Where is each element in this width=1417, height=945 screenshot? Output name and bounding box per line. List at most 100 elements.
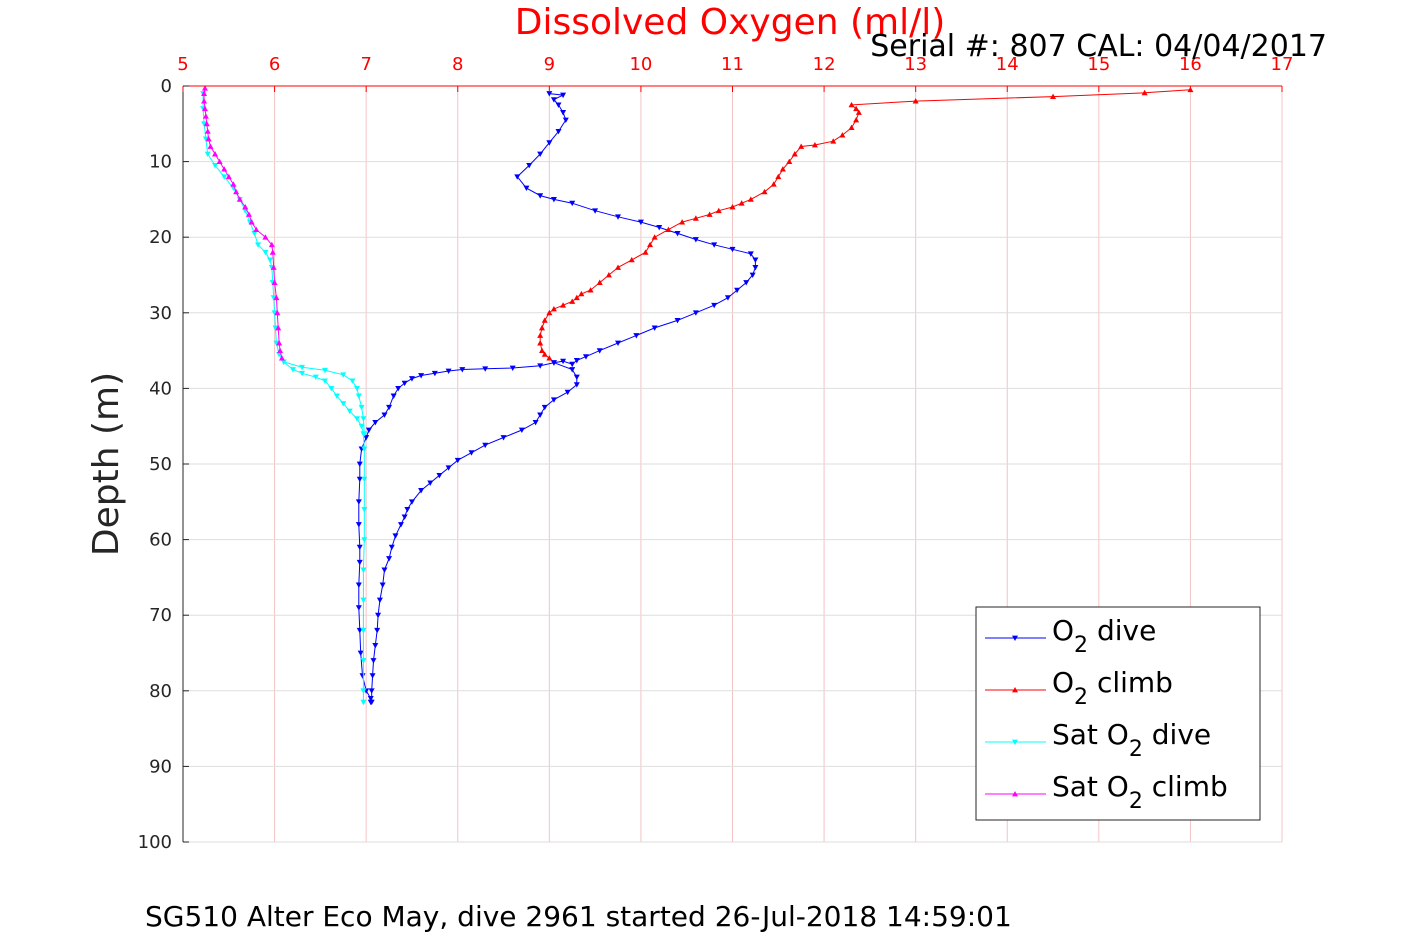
data-point xyxy=(299,364,306,371)
legend-entry-subscript: 2 xyxy=(1074,633,1088,658)
data-point xyxy=(349,378,356,384)
data-point xyxy=(656,224,663,231)
data-point xyxy=(360,688,367,694)
data-point xyxy=(312,374,319,381)
data-point xyxy=(596,348,603,354)
data-point xyxy=(560,358,567,365)
data-point xyxy=(539,324,546,331)
data-point xyxy=(775,173,782,180)
data-point xyxy=(201,121,208,127)
data-point xyxy=(201,85,208,91)
data-point xyxy=(280,359,287,365)
data-point xyxy=(268,241,275,248)
data-point xyxy=(359,673,366,679)
data-point xyxy=(361,506,368,513)
data-point xyxy=(615,264,622,270)
series-2 xyxy=(537,86,1194,361)
data-point xyxy=(692,310,699,316)
data-point xyxy=(360,658,367,664)
data-point xyxy=(368,699,375,706)
data-point xyxy=(830,138,837,144)
chart-caption: SG510 Alter Eco May, dive 2961 started 2… xyxy=(145,900,1012,933)
data-point xyxy=(388,544,395,551)
data-point xyxy=(651,325,658,331)
data-point xyxy=(381,567,388,573)
y-tick-label: 70 xyxy=(149,605,172,626)
data-point xyxy=(346,408,353,415)
x-tick-label: 8 xyxy=(452,54,463,75)
data-point xyxy=(321,378,328,384)
data-point xyxy=(242,203,249,210)
data-point xyxy=(404,506,411,513)
y-tick-label: 0 xyxy=(161,76,172,97)
data-point xyxy=(791,151,798,157)
data-point xyxy=(202,113,209,119)
data-point xyxy=(408,376,415,382)
data-point xyxy=(363,435,370,441)
data-point xyxy=(573,358,580,364)
data-point xyxy=(365,427,372,433)
data-point xyxy=(738,200,745,206)
data-point xyxy=(541,351,548,357)
x-tick-label: 14 xyxy=(996,54,1019,75)
data-point xyxy=(360,597,367,604)
data-point xyxy=(711,302,718,309)
data-point xyxy=(201,98,208,104)
data-point xyxy=(445,368,452,375)
data-point xyxy=(381,412,388,418)
data-point xyxy=(546,91,553,97)
series-0 xyxy=(355,91,759,706)
data-point xyxy=(550,197,557,203)
data-point xyxy=(273,340,280,347)
data-point xyxy=(539,347,546,353)
y-tick-label: 10 xyxy=(149,152,172,173)
data-point xyxy=(201,105,208,112)
y-tick-label: 40 xyxy=(149,378,172,399)
data-point xyxy=(361,537,368,543)
data-point xyxy=(729,246,736,253)
data-point xyxy=(569,200,576,207)
y-tick-label: 50 xyxy=(149,454,172,475)
data-point xyxy=(592,208,599,214)
legend-entry: Sat O2 climb xyxy=(1052,770,1228,814)
data-point xyxy=(853,105,860,112)
data-point xyxy=(379,582,386,588)
data-point xyxy=(665,226,672,233)
data-point xyxy=(555,102,562,108)
data-point xyxy=(615,340,622,347)
y-tick-label: 80 xyxy=(149,681,172,702)
data-point xyxy=(537,332,544,338)
data-point xyxy=(679,219,686,225)
data-point xyxy=(482,366,489,372)
data-point xyxy=(225,173,232,180)
data-point xyxy=(273,294,280,301)
data-point xyxy=(537,340,544,346)
data-point xyxy=(370,658,377,664)
data-point xyxy=(368,688,375,694)
data-point xyxy=(221,174,228,180)
data-point xyxy=(356,476,363,483)
data-point xyxy=(747,251,754,257)
data-point xyxy=(848,124,855,130)
data-point xyxy=(386,556,393,562)
data-point xyxy=(212,151,219,157)
data-point xyxy=(573,294,580,301)
data-point xyxy=(546,355,553,361)
data-point xyxy=(747,196,754,202)
data-point xyxy=(537,193,544,199)
series-5 xyxy=(201,85,285,361)
data-point xyxy=(375,612,382,619)
data-point xyxy=(276,340,283,346)
legend-entry: O2 dive xyxy=(1052,614,1156,658)
data-point xyxy=(253,226,260,233)
data-point xyxy=(523,185,530,192)
series-4 xyxy=(280,359,368,437)
data-point xyxy=(573,382,580,388)
legend-swatch-marker xyxy=(1012,791,1018,797)
legend-entry-main: Sat O xyxy=(1052,770,1129,803)
data-point xyxy=(706,211,713,217)
legend-swatch-marker xyxy=(1012,687,1018,693)
data-point xyxy=(848,101,855,108)
y-tick-label: 30 xyxy=(149,303,172,324)
